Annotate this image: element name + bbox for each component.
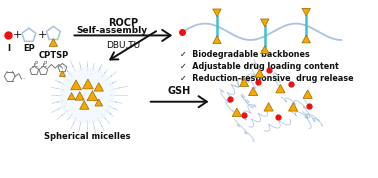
Text: +: + — [38, 30, 47, 40]
Text: P: P — [43, 61, 47, 66]
Polygon shape — [95, 99, 103, 106]
Polygon shape — [60, 68, 114, 123]
Polygon shape — [302, 35, 310, 43]
Polygon shape — [59, 71, 65, 77]
Polygon shape — [80, 101, 89, 109]
Polygon shape — [49, 39, 57, 46]
Text: DBU,TU: DBU,TU — [106, 41, 140, 50]
Text: Self-assembly: Self-assembly — [77, 26, 148, 35]
Polygon shape — [213, 9, 221, 17]
Polygon shape — [249, 87, 258, 96]
Polygon shape — [302, 8, 310, 16]
Text: +: + — [13, 30, 23, 40]
Polygon shape — [288, 103, 298, 111]
Polygon shape — [82, 79, 93, 89]
Text: ✓  Reduction-responsive  drug release: ✓ Reduction-responsive drug release — [180, 74, 353, 83]
Text: ROCP: ROCP — [108, 18, 138, 28]
Text: P: P — [34, 61, 38, 66]
Polygon shape — [276, 84, 285, 93]
Polygon shape — [260, 46, 269, 54]
Polygon shape — [255, 69, 264, 77]
Polygon shape — [68, 93, 75, 100]
Text: ✓  Biodegradable backbones: ✓ Biodegradable backbones — [180, 50, 309, 59]
Polygon shape — [94, 83, 104, 91]
Text: I: I — [7, 44, 10, 54]
Polygon shape — [87, 91, 98, 101]
Polygon shape — [303, 90, 312, 98]
Polygon shape — [75, 92, 84, 100]
Text: Spherical micelles: Spherical micelles — [44, 132, 130, 141]
Polygon shape — [260, 19, 269, 27]
Polygon shape — [213, 36, 221, 44]
Polygon shape — [239, 78, 249, 87]
Polygon shape — [232, 108, 242, 117]
Text: CPTSP: CPTSP — [38, 51, 68, 60]
Polygon shape — [264, 103, 273, 111]
Text: ✓  Adjustable drug loading content: ✓ Adjustable drug loading content — [180, 62, 338, 71]
Polygon shape — [71, 80, 82, 90]
Text: EP: EP — [23, 44, 35, 54]
Text: –: – — [23, 77, 25, 82]
Text: GSH: GSH — [168, 86, 191, 96]
